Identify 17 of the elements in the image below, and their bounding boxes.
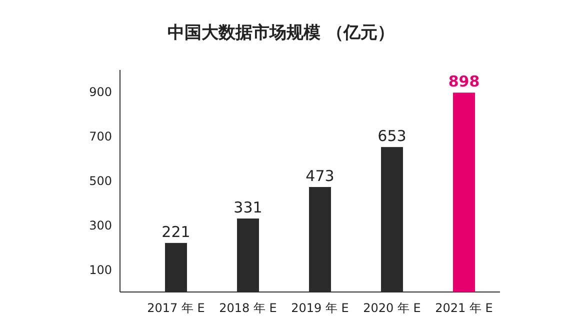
data-label: 473 (306, 166, 334, 185)
x-tick-label: 2020 年 E (363, 301, 421, 315)
x-tick-label: 2019 年 E (291, 301, 349, 315)
x-tick-label: 2017 年 E (147, 301, 205, 315)
y-tick-label: 100 (89, 262, 112, 277)
data-label: 653 (378, 127, 406, 146)
y-tick-label: 500 (89, 174, 112, 188)
y-tick-label: 700 (89, 130, 112, 144)
data-label: 898 (448, 72, 480, 91)
y-tick-label: 900 (89, 85, 112, 100)
chart-title: 中国大数据市场规模 （亿元） (168, 23, 394, 43)
bar (453, 92, 475, 292)
data-label: 221 (162, 222, 190, 241)
x-tick-label: 2018 年 E (219, 301, 277, 315)
data-label: 331 (234, 198, 262, 217)
y-tick-label: 300 (89, 218, 112, 232)
x-tick-label: 2021 年 E (435, 301, 493, 315)
